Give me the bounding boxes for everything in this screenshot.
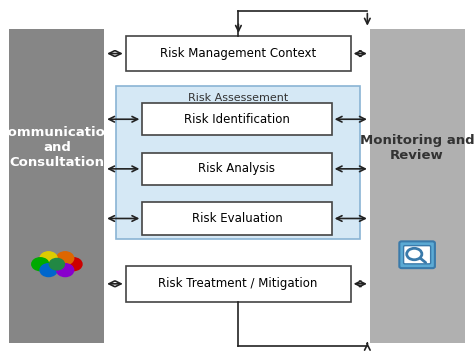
Text: Risk Identification: Risk Identification — [184, 113, 290, 126]
Circle shape — [32, 258, 49, 271]
Bar — [142, 103, 332, 135]
Bar — [126, 36, 351, 71]
Text: Monitoring and
Review: Monitoring and Review — [360, 134, 474, 162]
Circle shape — [65, 258, 82, 271]
Bar — [116, 86, 360, 239]
Circle shape — [49, 258, 64, 270]
Text: Risk Treatment / Mitigation: Risk Treatment / Mitigation — [158, 277, 318, 290]
Circle shape — [40, 264, 57, 277]
Bar — [142, 202, 332, 235]
Text: Risk Management Context: Risk Management Context — [160, 47, 316, 60]
Text: Communication
and
Consultation: Communication and Consultation — [0, 126, 115, 170]
FancyBboxPatch shape — [403, 246, 430, 264]
Bar — [370, 29, 465, 343]
Bar — [142, 153, 332, 185]
Circle shape — [57, 264, 73, 277]
Bar — [9, 29, 104, 343]
Bar — [126, 266, 351, 302]
Text: Risk Analysis: Risk Analysis — [199, 162, 275, 175]
FancyBboxPatch shape — [399, 241, 435, 268]
Text: Risk Evaluation: Risk Evaluation — [191, 212, 283, 225]
Circle shape — [57, 252, 74, 265]
Circle shape — [40, 252, 57, 265]
Text: Risk Assessement: Risk Assessement — [188, 93, 288, 103]
